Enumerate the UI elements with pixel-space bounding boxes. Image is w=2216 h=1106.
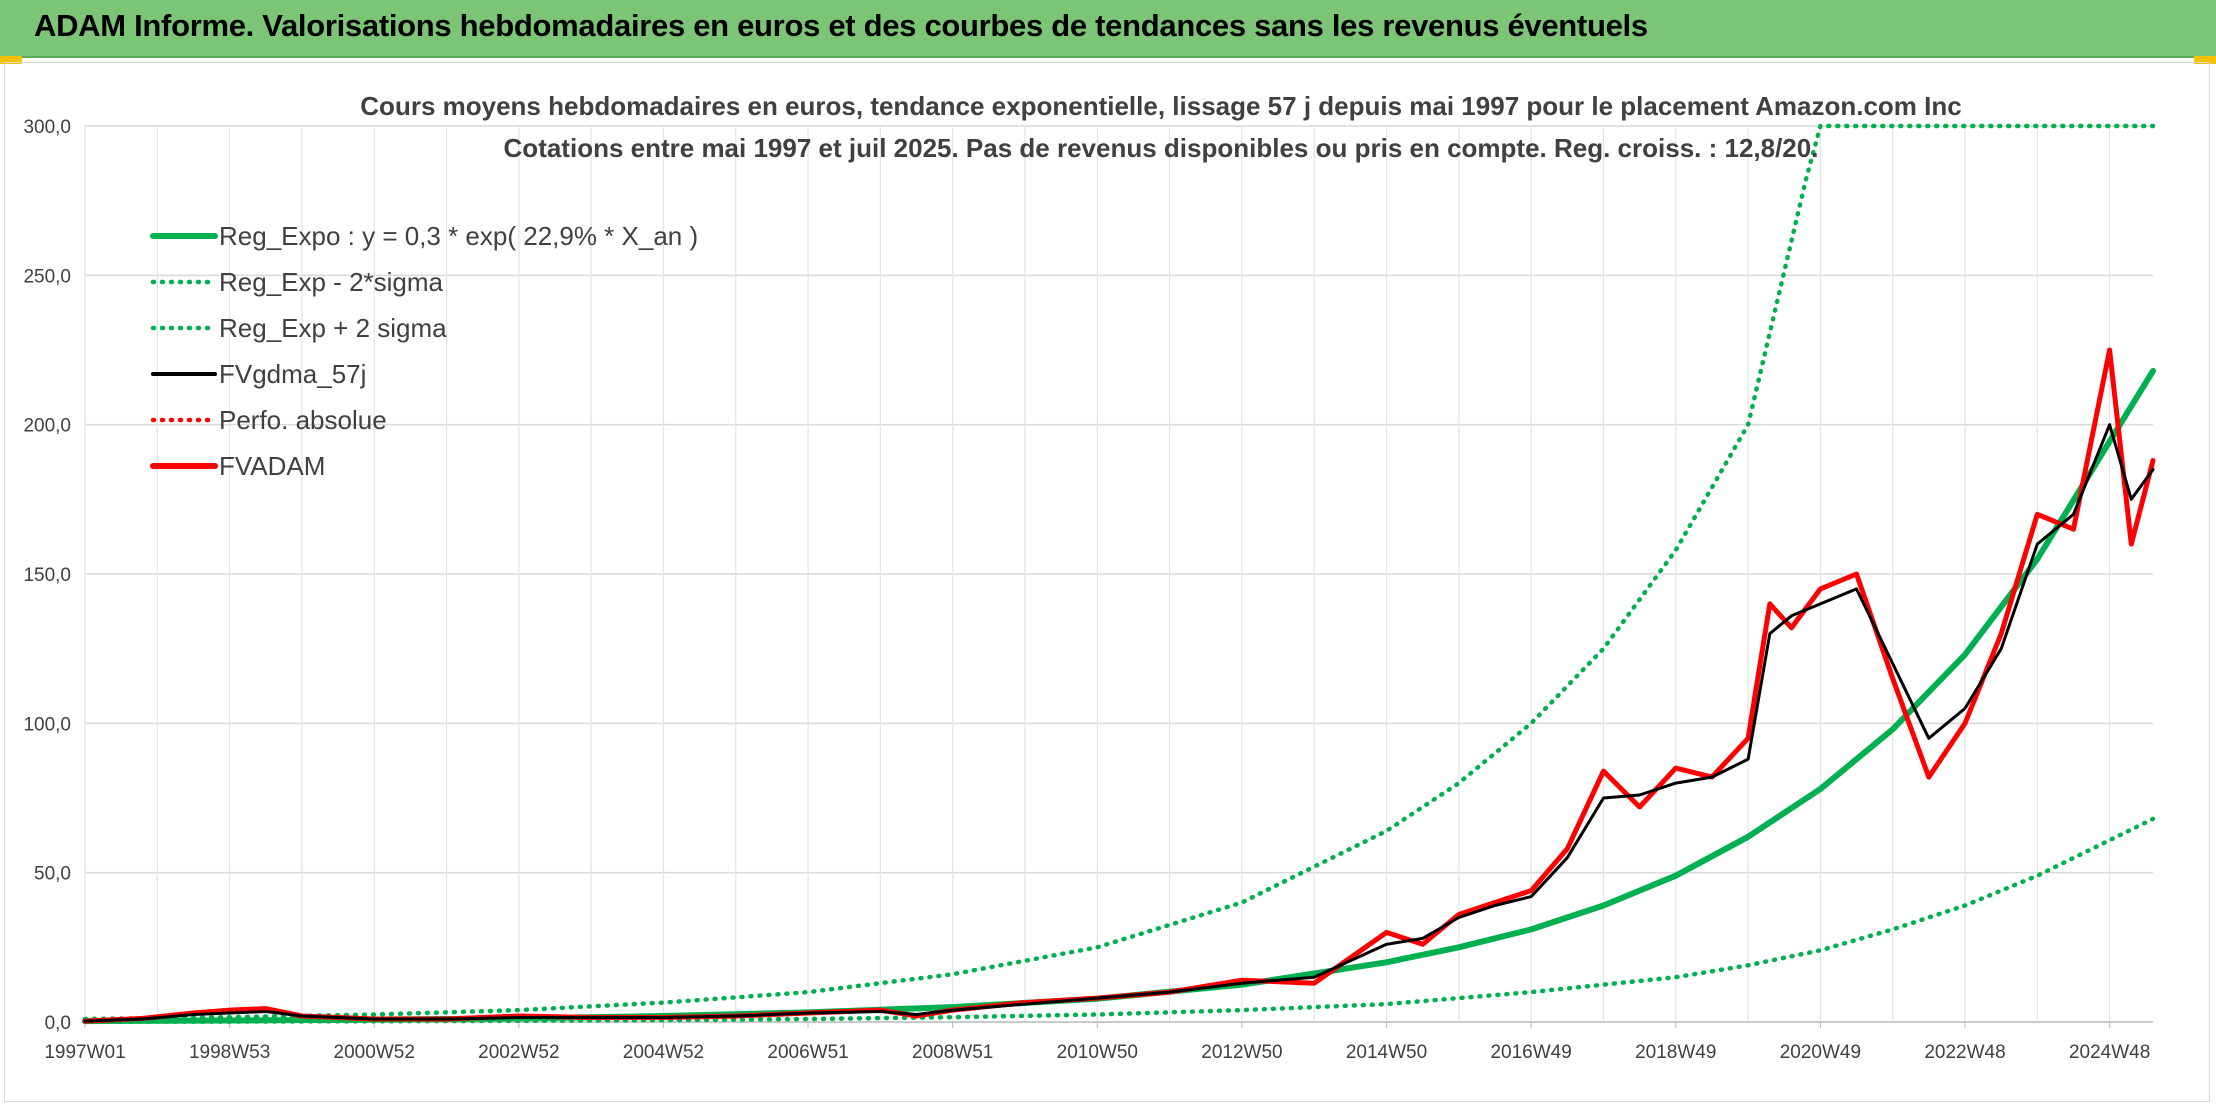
x-tick-label: 2022W48	[1924, 1042, 2005, 1063]
legend-label: Reg_Exp + 2 sigma	[219, 313, 447, 343]
x-tick-label: 2004W52	[623, 1042, 704, 1063]
header-bar: ADAM Informe. Valorisations hebdomadaire…	[0, 0, 2216, 58]
x-tick-label: 2018W49	[1635, 1042, 1716, 1063]
x-tick-label: 2016W49	[1490, 1042, 1571, 1063]
y-tick-label: 250,0	[23, 266, 71, 287]
chart-area: 0,0 50,0 100,0 150,0 200,0 250,0 300,0 1997W01 1…	[4, 62, 2210, 1102]
x-tick-label: 2000W52	[334, 1042, 415, 1063]
x-tick-label: 2002W52	[478, 1042, 559, 1063]
legend-label: FVADAM	[219, 451, 325, 481]
x-tick-label: 2012W50	[1201, 1042, 1282, 1063]
legend-label: Perfo. absolue	[219, 405, 387, 435]
fvadam-line	[82, 347, 2156, 1024]
x-tick-label: 2006W51	[767, 1042, 848, 1063]
y-tick-label: 0,0	[45, 1013, 71, 1034]
page-title: ADAM Informe. Valorisations hebdomadaire…	[34, 8, 1648, 43]
legend-label: Reg_Expo : y = 0,3 * exp( 22,9% * X_an )	[219, 221, 698, 251]
y-tick-label: 50,0	[34, 864, 71, 885]
x-tick-label: 2024W48	[2069, 1042, 2150, 1063]
legend-label: Reg_Exp - 2*sigma	[219, 267, 444, 297]
corner-marker-right	[2194, 56, 2216, 64]
x-tick-label: 1998W53	[189, 1042, 270, 1063]
chart-legend: Reg_Expo : y = 0,3 * exp( 22,9% * X_an )…	[150, 221, 698, 481]
line-chart: 0,0 50,0 100,0 150,0 200,0 250,0 300,0 1997W01 1…	[23, 91, 2156, 1063]
reg-exp-plus-2sigma-line	[82, 123, 2156, 1022]
y-tick-label: 200,0	[23, 416, 71, 437]
axes: 0,0 50,0 100,0 150,0 200,0 250,0 300,0 1997W01 1…	[23, 117, 2153, 1063]
fvgdma-57j-line	[83, 423, 2155, 1023]
chart-subtitle: Cotations entre mai 1997 et juil 2025. P…	[504, 133, 1819, 163]
x-tick-label: 2008W51	[912, 1042, 993, 1063]
series-lines	[82, 123, 2156, 1025]
chart-title: Cours moyens hebdomadaires en euros, ten…	[360, 91, 1961, 121]
y-tick-label: 150,0	[23, 565, 71, 586]
legend-label: FVgdma_57j	[219, 359, 366, 389]
x-tick-label: 1997W01	[44, 1042, 125, 1063]
corner-marker-left	[0, 56, 22, 64]
y-tick-label: 100,0	[23, 714, 71, 735]
x-tick-label: 2020W49	[1780, 1042, 1861, 1063]
reg-expo-line	[82, 367, 2156, 1025]
x-tick-label: 2014W50	[1346, 1042, 1427, 1063]
reg-exp-minus-2sigma-line	[82, 816, 2156, 1024]
y-tick-label: 300,0	[23, 117, 71, 138]
chart-titles: Cours moyens hebdomadaires en euros, ten…	[360, 91, 1961, 163]
grid-lines	[84, 125, 2153, 1023]
x-tick-label: 2010W50	[1057, 1042, 1138, 1063]
